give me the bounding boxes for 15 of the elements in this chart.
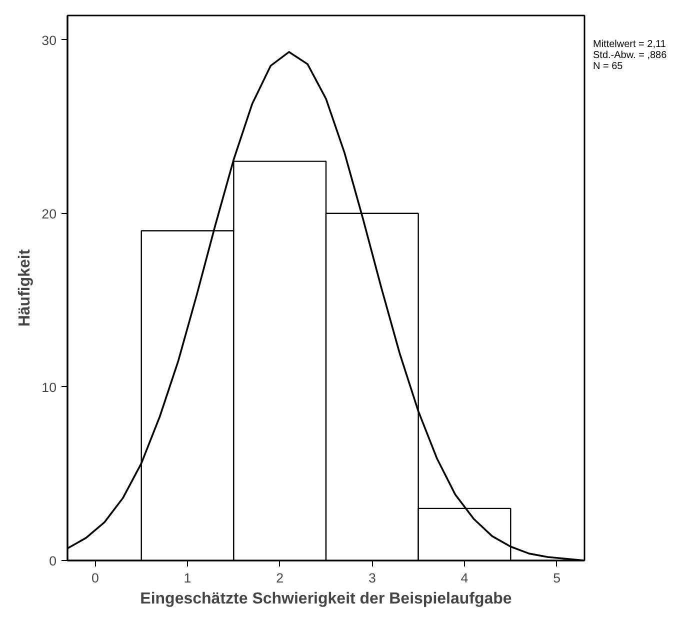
text: Mittelwert = 2,11 [593, 39, 666, 50]
x-tick-label: 0 [91, 570, 99, 586]
y-tick-label: 10 [42, 380, 57, 395]
x-tick-label: 2 [276, 570, 284, 586]
y-tick-label: 0 [49, 554, 57, 568]
x-axis-title: Eingeschätzte Schwierigkeit der Beispielaufgabe [140, 590, 512, 608]
text: N = 65 [593, 61, 623, 72]
x-tick-label: 5 [553, 570, 561, 586]
x-tick-label: 1 [184, 570, 192, 586]
text: Std.-Abw. = ,886 [593, 50, 667, 61]
y-tick-label: 30 [42, 32, 57, 48]
y-axis-title: Häufigkeit [16, 248, 34, 327]
x-tick-label: 4 [460, 570, 469, 586]
x-tick-label: 3 [368, 570, 376, 586]
y-tick-label: 20 [42, 206, 57, 222]
